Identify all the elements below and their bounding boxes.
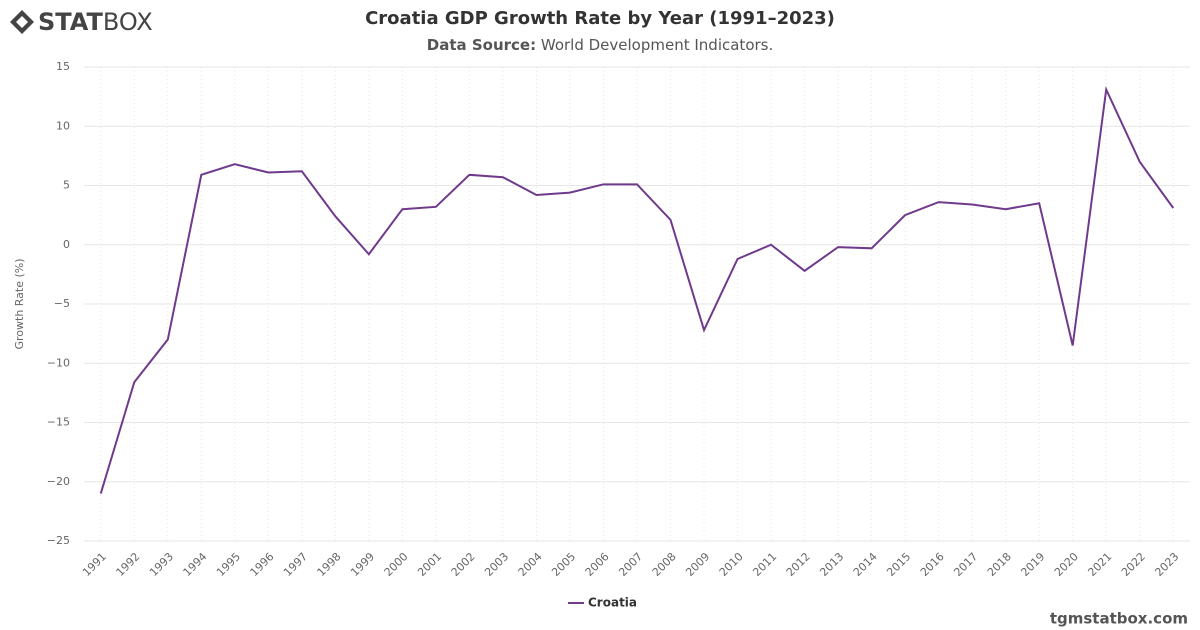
x-tick-label: 1993 <box>147 550 176 579</box>
x-tick-label: 2004 <box>516 550 545 579</box>
x-tick-label: 2021 <box>1085 550 1114 579</box>
data-line <box>99 85 1175 494</box>
x-tick-label: 2015 <box>884 550 913 579</box>
logo-icon <box>10 10 34 34</box>
y-tick-label: −10 <box>47 356 70 369</box>
x-tick-label: 1992 <box>114 550 143 579</box>
x-tick-label: 1994 <box>181 550 210 579</box>
x-tick-label: 2003 <box>482 550 511 579</box>
x-tick-label: 2008 <box>650 550 679 579</box>
x-tick-label: 2013 <box>817 550 846 579</box>
logo-light: BOX <box>103 8 153 36</box>
y-tick-label: 10 <box>56 119 70 132</box>
x-tick-label: 2017 <box>951 550 980 579</box>
x-tick-label: 2009 <box>683 550 712 579</box>
x-tick-label: 1995 <box>214 550 243 579</box>
y-tick-label: 15 <box>56 60 70 73</box>
x-tick-label: 2012 <box>784 550 813 579</box>
y-tick-label: −25 <box>47 534 70 547</box>
x-tick-label: 2023 <box>1152 550 1181 579</box>
x-tick-label: 2011 <box>750 550 779 579</box>
x-tick-label: 2018 <box>985 550 1014 579</box>
x-tick-label: 2005 <box>549 550 578 579</box>
x-tick-label: 2022 <box>1119 550 1148 579</box>
y-tick-label: −5 <box>54 297 70 310</box>
x-tick-label: 2002 <box>449 550 478 579</box>
x-tick-label: 2001 <box>415 550 444 579</box>
chart-subtitle: Data Source: World Development Indicator… <box>427 36 774 54</box>
y-tick-label: −20 <box>47 475 70 488</box>
logo-bold: STAT <box>38 8 104 36</box>
y-tick-label: 0 <box>63 238 70 251</box>
footer: tgmstatbox.com <box>1050 610 1188 628</box>
x-tick-label: 1998 <box>315 550 344 579</box>
x-tick-label: 2020 <box>1052 550 1081 579</box>
legend-label: Croatia <box>588 596 637 610</box>
logo: STATBOX <box>10 8 153 36</box>
x-tick-label: 2016 <box>918 550 947 579</box>
x-tick-label: 1997 <box>281 550 310 579</box>
x-tick-label: 1996 <box>248 550 277 579</box>
x-tick-label: 2019 <box>1018 550 1047 579</box>
x-tick-label: 2006 <box>583 550 612 579</box>
y-tick-label: −15 <box>47 416 70 429</box>
x-tick-label: 2014 <box>851 550 880 579</box>
logo-text: STATBOX <box>38 8 153 36</box>
subtitle-label: Data Source: <box>427 36 536 54</box>
chart-title: Croatia GDP Growth Rate by Year (1991–20… <box>365 8 835 29</box>
x-tick-label: 2000 <box>382 550 411 579</box>
x-tick-label: 1991 <box>80 550 109 579</box>
y-tick-label: 5 <box>63 179 70 192</box>
x-tick-label: 2010 <box>717 550 746 579</box>
x-tick-label: 2007 <box>616 550 645 579</box>
x-tick-label: 1999 <box>348 550 377 579</box>
subtitle-text: World Development Indicators. <box>541 36 773 54</box>
y-axis-label: Growth Rate (%) <box>13 258 26 349</box>
